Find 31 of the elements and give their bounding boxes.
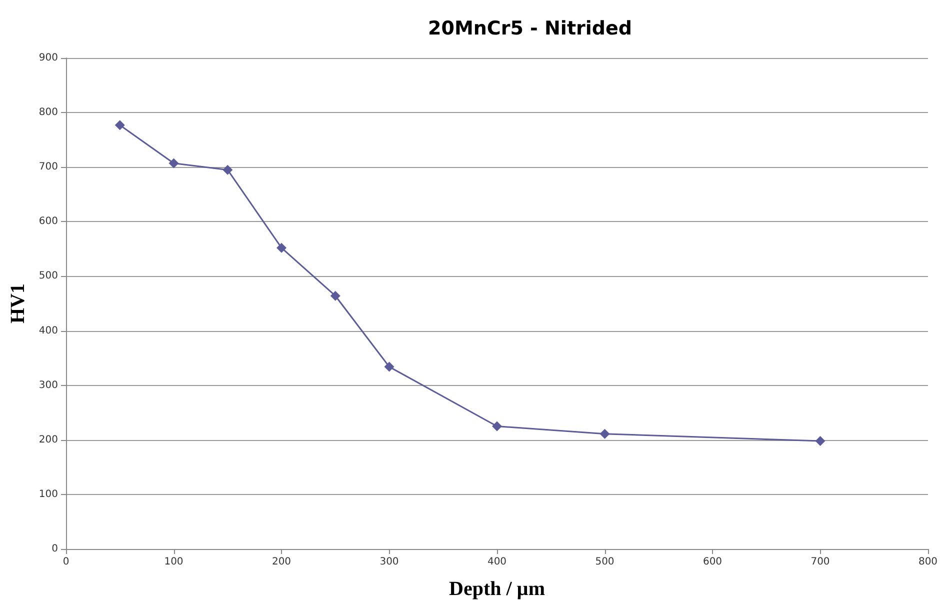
x-tick-label: 300 — [380, 556, 399, 568]
x-tick-label: 0 — [62, 556, 70, 568]
point — [222, 164, 233, 175]
x-tick-label: 600 — [702, 556, 722, 568]
point — [114, 120, 125, 130]
y-tick-label: 600 — [38, 216, 58, 228]
y-tick-label: 400 — [38, 325, 58, 336]
chart-title: 20MnCr5 - Nitrided — [428, 18, 632, 40]
x-tick-label: 100 — [164, 556, 184, 568]
x-tick-label: 500 — [595, 556, 614, 568]
y-tick-label: 700 — [38, 162, 58, 173]
y-tick-label: 200 — [38, 434, 58, 446]
point — [384, 362, 394, 372]
point — [600, 428, 610, 439]
x-tick-label: 400 — [487, 556, 507, 568]
x-tick-label: 800 — [918, 556, 938, 568]
y-tick-label: 800 — [38, 107, 58, 118]
point — [276, 242, 286, 253]
point — [168, 158, 179, 168]
y-tick-label: 0 — [52, 544, 58, 554]
x-axis-title: Depth / µm — [449, 578, 546, 600]
point — [815, 436, 826, 446]
x-tick-label: 700 — [810, 556, 830, 568]
point — [330, 290, 340, 301]
y-tick-label: 900 — [38, 52, 58, 64]
x-tick-label: 200 — [272, 556, 292, 568]
y-tick-label: 500 — [38, 270, 58, 282]
y-axis-title: HV1 — [7, 284, 29, 324]
y-tick-label: 100 — [38, 488, 58, 500]
point — [492, 421, 502, 432]
y-tick-label: 300 — [38, 380, 58, 391]
